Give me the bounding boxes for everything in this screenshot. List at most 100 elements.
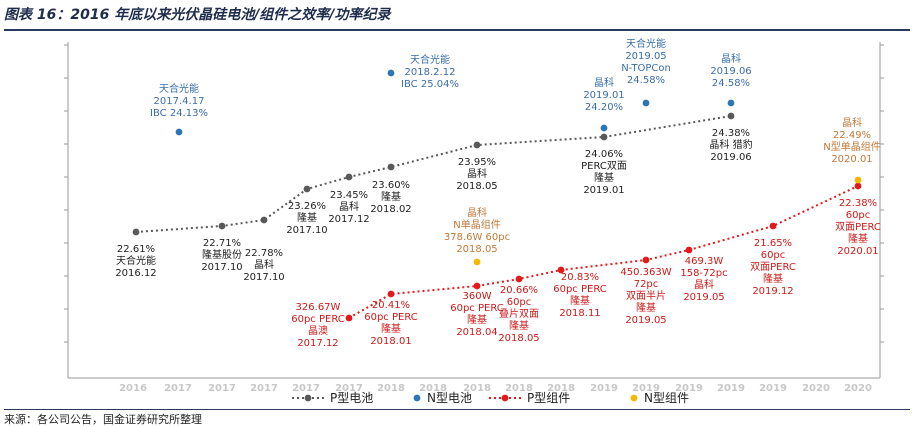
data-label-line: 23.60% [372,180,410,191]
data-label-line: 24.38% [712,128,750,139]
x-tick-label: 2018 [463,383,491,394]
data-label-line: 2018.2.12 [405,67,456,78]
footer-divider [4,409,910,410]
data-label-line: 天合光能 [116,254,156,267]
data-label-line: 2017.12 [297,338,338,349]
data-label-line: 60pc PERC [553,284,607,295]
legend-entry-label: N型电池 [427,391,472,405]
data-label-line: 23.45% [330,190,368,201]
x-tick-label: 2018 [419,383,447,394]
data-label-line: 2019.05 [683,292,724,303]
data-label-line: 双面PERC [750,261,796,273]
p-cell-marker [387,163,395,171]
data-label-line: 22.61% [117,244,155,255]
p-cell-marker [218,222,226,230]
data-label-line: 2016.12 [115,268,156,279]
data-label-line: PERC双面 [581,160,627,172]
p-module-marker [515,275,523,283]
legend-marker-swatch [413,394,421,402]
data-label-line: 晶科 [694,278,714,291]
legend-entry-label: N型组件 [644,391,689,405]
data-label-line: 360W [463,291,492,302]
data-label-line: 24.58% [627,75,665,86]
data-label-line: 60pc [507,297,532,308]
data-label-line: 24.06% [585,149,623,160]
series-markers [132,69,862,322]
p-module-data-label: 360W 60pc PERC 隆基 2018.04 [450,291,504,338]
data-label-line: 2017.4.17 [154,96,205,107]
chart-axes [64,42,884,379]
data-label-line: 2018.04 [456,327,497,338]
legend-marker-swatch [501,394,509,402]
data-label-line: 2019.01 [583,185,624,196]
data-label-line: 隆基 [297,211,317,224]
n-cell-data-label: 天合光能 2018.2.12 IBC 25.04% [401,53,459,90]
p-module-marker [473,282,481,290]
data-label-line: 隆基 [763,272,783,285]
data-label-line: 隆基 [636,301,656,314]
p-cell-marker [132,228,140,236]
x-tick-label: 2019 [717,383,745,394]
data-label-line: 21.65% [754,238,792,249]
data-label-line: 隆基 [381,190,401,203]
data-label-line: 2017.10 [243,272,284,283]
data-label-line: 2018.05 [456,244,497,255]
p-module-data-label: 21.65% 60pc 双面PERC 隆基 2019.12 [750,238,796,297]
x-tick-labels: 2016 2017 2017 2017 2017 2017 2018 2018 2018 2018… [119,383,872,394]
legend-entry-label: P型组件 [527,391,570,405]
data-label-line: 晶科 [721,52,741,65]
source-note: 来源：各公司公告，国金证券研究所整理 [4,413,202,426]
data-label-line: 晶科 [467,167,487,180]
p-cell-data-label: 22.78%晶科 2017.10 [243,248,284,283]
data-label-line: 326.67W [296,302,341,313]
x-tick-label: 2020 [844,383,872,394]
p-cell-data-label: 23.26%隆基 2017.10 [286,201,327,236]
x-tick-label: 2017 [335,383,363,394]
n-cell-marker [387,69,395,77]
data-label-line: 2019.01 [583,90,624,101]
data-label-line: 晶科 [339,200,359,213]
data-label-line: IBC 25.04% [401,79,459,90]
data-label-line: 2020.01 [837,246,878,257]
p-module-data-label: 20.83% 60pc PERC 隆基 2018.11 [553,272,607,319]
data-label-line: 469.3W [685,256,724,267]
n-cell-data-label: 晶科 2019.06 24.58% [710,52,751,89]
p-cell-marker [727,112,735,120]
n-module-marker [854,176,862,184]
n-cell-marker [600,124,608,132]
x-tick-label: 2017 [250,383,278,394]
p-module-data-label: 20.41% 60pc PERC 隆基 2018.01 [364,300,418,347]
title-divider [4,29,910,31]
p-module-marker [387,290,395,298]
n-module-data-label: 晶科 22.49% N型单晶组件 2020.01 [823,116,880,165]
data-label-line: 23.26% [288,201,326,212]
p-module-marker [345,314,353,322]
p-cell-series-line [135,115,732,233]
data-label-line: 60pc [761,250,786,261]
x-tick-label: 2018 [505,383,533,394]
data-label-line: 隆基 [570,294,590,307]
p-cell-marker [473,141,481,149]
data-label-line: 22.38% [839,198,877,209]
legend-marker-swatch [630,394,638,402]
x-tick-label: 2018 [547,383,575,394]
p-module-marker [685,246,693,254]
data-label-line: 2018.05 [498,333,539,344]
data-label-line: 22.71% [203,238,241,249]
data-label-line: 60pc PERC [364,312,418,323]
data-label-line: 双面半片 [626,289,666,302]
data-label-line: 隆基 [467,313,487,326]
data-label-line: 隆基 [381,322,401,335]
data-label-line: 2017.10 [286,225,327,236]
p-module-data-label: 469.3W 158-72pc 晶科 2019.05 [680,256,727,303]
p-cell-data-label: 23.95%晶科 2018.05 [456,157,497,192]
p-module-marker [557,266,565,274]
data-label-line: 60pc PERC [291,314,345,325]
data-label-line: 隆基 [848,232,868,245]
data-label-line: 158-72pc [680,268,727,279]
x-tick-label: 2019 [590,383,618,394]
p-cell-data-label: 24.06% PERC双面隆基 2019.01 [581,149,627,196]
data-label-line: N单晶组件 [453,218,500,231]
x-tick-label: 2016 [119,383,147,394]
data-label-line: 2020.01 [831,154,872,165]
